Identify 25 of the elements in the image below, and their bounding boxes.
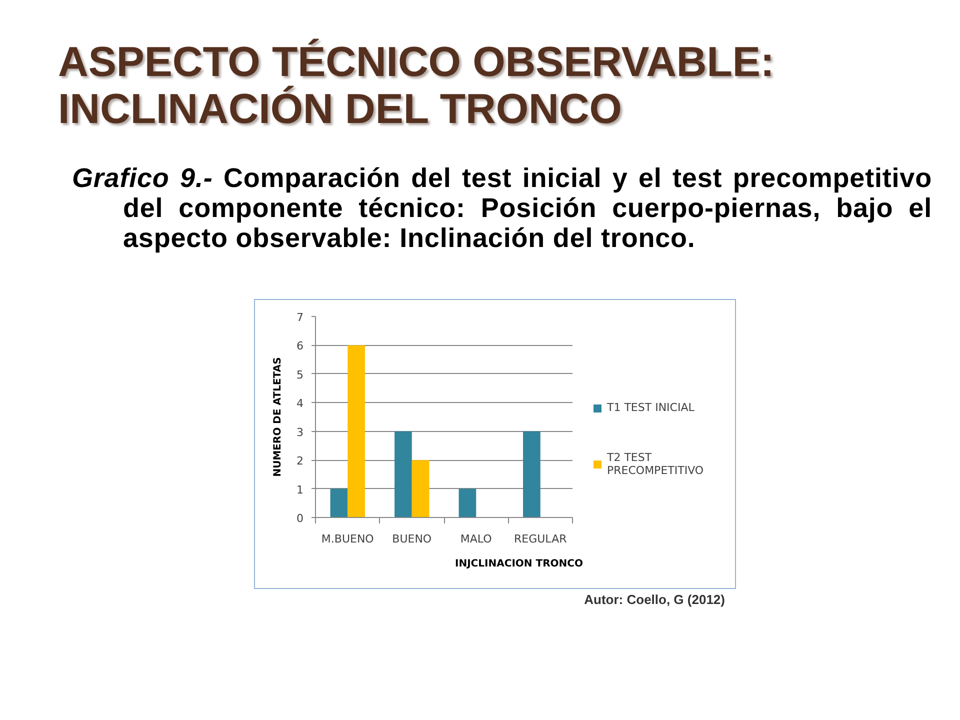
- y-axis-title: NUMERO DE ATLETAS: [272, 357, 284, 477]
- x-tick-label: REGULAR: [514, 532, 568, 546]
- y-tick-label: 7: [296, 311, 304, 324]
- x-axis-title: INJCLINACION TRONCO: [455, 558, 584, 570]
- bar: [348, 345, 365, 518]
- y-tick-label: 4: [296, 397, 304, 410]
- y-tick-label: 6: [296, 340, 304, 353]
- text: Autor: Coello, G (2012): [584, 591, 725, 609]
- bar: [412, 460, 430, 518]
- y-tick-label: 3: [296, 426, 304, 439]
- legend-label: T2 TEST PRECOMPETITIVO: [607, 451, 704, 477]
- y-tick-label: 1: [296, 483, 304, 496]
- y-tick-label: 2: [296, 454, 304, 468]
- bar: [394, 431, 412, 518]
- chart-title: ASPECTO TÉCNICO OBSERVABLE: INCLINACIÓN DEL TRONCO: [58, 38, 776, 132]
- x-tick-label: M.BUENO: [321, 532, 374, 546]
- legend-label: T1 TEST INICIAL: [607, 401, 694, 414]
- bar: [330, 488, 348, 518]
- x-tick-label: BUENO: [392, 532, 432, 546]
- bar: [523, 431, 540, 518]
- bar: [458, 488, 476, 518]
- x-tick-label: MALO: [460, 532, 492, 546]
- chart-subtitle: Grafico 9.- Comparación del test inicial y el test precompetitivo del componente técnico: Posición cuerpo-piernas, bajo el aspecto observable: Inclinación del tronco.: [72, 163, 932, 253]
- y-tick-label: 5: [296, 368, 304, 382]
- y-tick-label: 0: [296, 512, 304, 525]
